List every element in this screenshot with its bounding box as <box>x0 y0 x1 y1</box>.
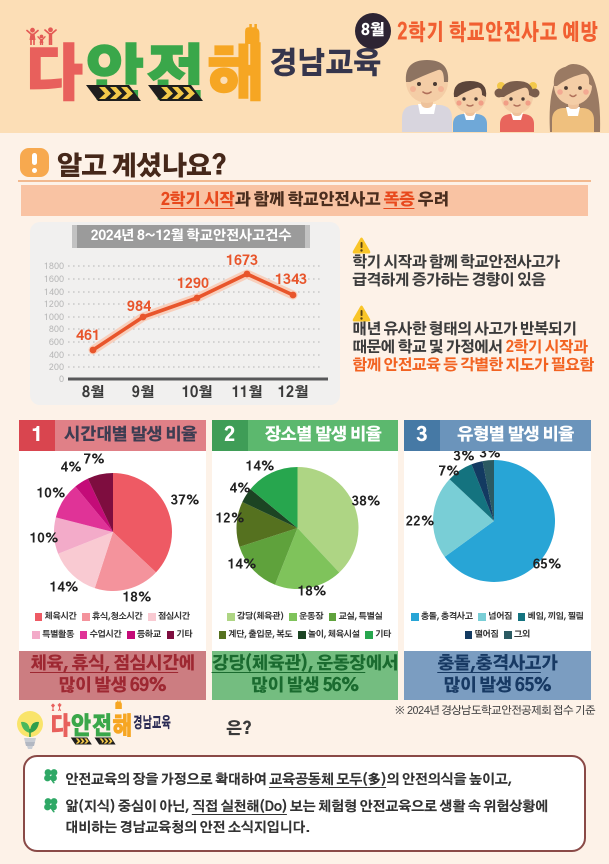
svg-text:1343: 1343 <box>275 273 307 287</box>
svg-text:1290: 1290 <box>177 277 209 291</box>
svg-text:1400: 1400 <box>44 288 64 297</box>
svg-text:14%: 14% <box>245 460 273 474</box>
svg-text:18%: 18% <box>297 585 325 599</box>
svg-text:600: 600 <box>49 338 64 347</box>
svg-text:1800: 1800 <box>44 262 64 271</box>
svg-text:200: 200 <box>49 363 64 372</box>
svg-text:461: 461 <box>76 329 100 343</box>
svg-text:0: 0 <box>59 375 64 384</box>
svg-text:800: 800 <box>49 325 64 334</box>
svg-text:10%: 10% <box>37 487 65 501</box>
svg-text:4%: 4% <box>61 461 82 475</box>
svg-text:984: 984 <box>127 300 152 314</box>
svg-text:10월: 10월 <box>182 384 213 400</box>
svg-text:1000: 1000 <box>44 313 64 322</box>
svg-text:7%: 7% <box>439 465 460 479</box>
svg-text:22%: 22% <box>406 515 434 529</box>
svg-text:400: 400 <box>49 351 64 360</box>
svg-text:3%: 3% <box>480 451 501 461</box>
svg-text:3%: 3% <box>454 451 475 464</box>
svg-text:7%: 7% <box>84 453 105 467</box>
svg-text:11월: 11월 <box>232 384 263 400</box>
svg-text:12%: 12% <box>215 512 243 526</box>
svg-text:1673: 1673 <box>226 254 258 268</box>
svg-text:12월: 12월 <box>278 384 309 400</box>
svg-text:1200: 1200 <box>44 300 64 309</box>
svg-text:18%: 18% <box>123 591 151 605</box>
svg-text:4%: 4% <box>229 482 250 496</box>
svg-text:65%: 65% <box>533 558 561 572</box>
svg-text:14%: 14% <box>50 581 78 595</box>
svg-text:14%: 14% <box>227 558 255 572</box>
svg-text:1600: 1600 <box>44 275 64 284</box>
svg-text:38%: 38% <box>351 495 379 509</box>
svg-text:37%: 37% <box>171 494 199 508</box>
svg-text:9월: 9월 <box>132 384 154 400</box>
svg-text:8월: 8월 <box>82 384 104 400</box>
svg-text:10%: 10% <box>30 532 58 546</box>
